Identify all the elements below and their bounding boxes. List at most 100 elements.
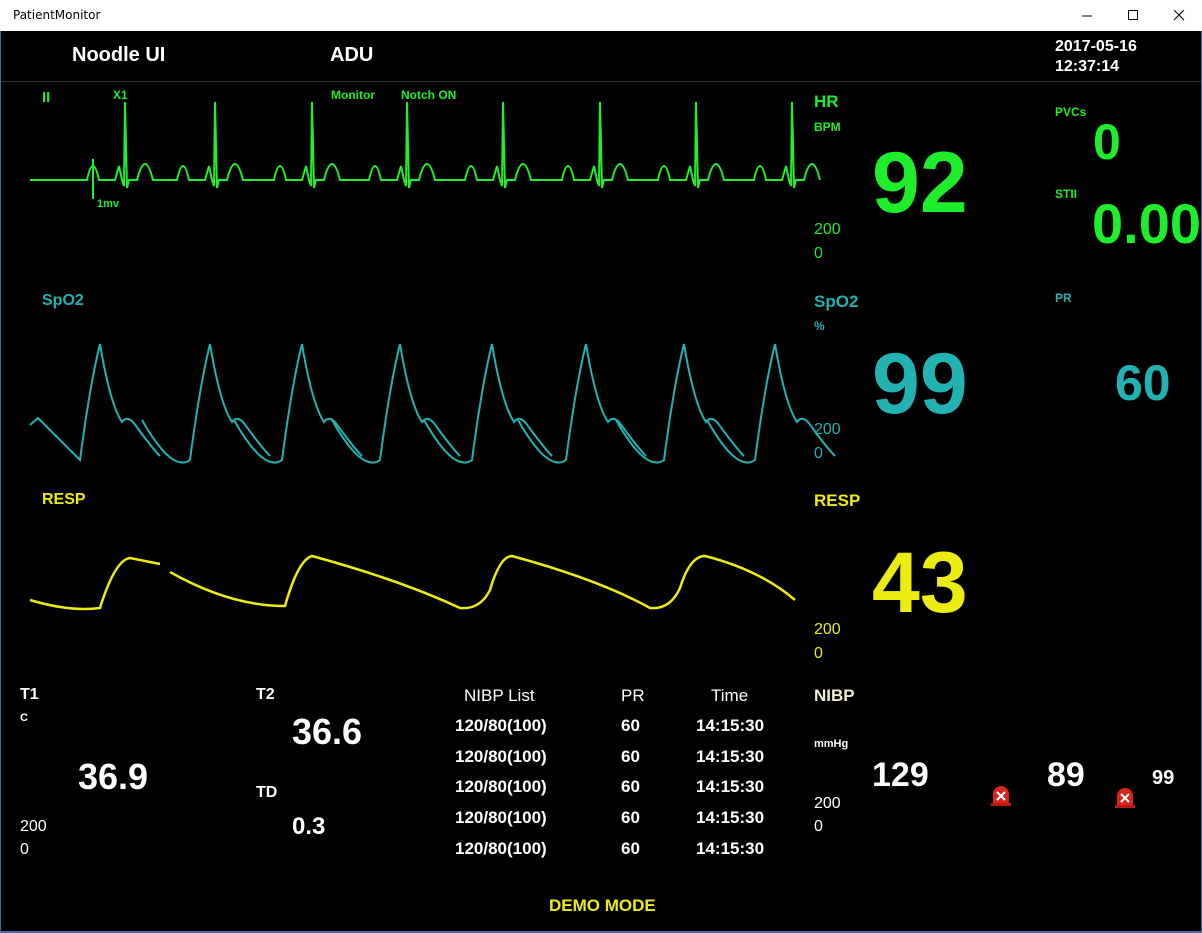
spo2-unit: % [814, 319, 825, 333]
temp-upper-limit: 200 [20, 818, 47, 835]
maximize-icon [1127, 10, 1138, 20]
nibp-list-bp-cell: 120/80(100) [455, 777, 547, 796]
resp-waveform [29, 554, 796, 611]
nibp-list-time-cell: 14:15:30 [696, 777, 765, 796]
nibp-list-time-cell: 14:15:30 [696, 716, 765, 735]
table-row: 60 [621, 747, 640, 767]
spo2-lower-limit: 0 [814, 445, 823, 462]
nibp-list-pr-cell: 60 [621, 777, 640, 796]
window-titlebar: PatientMonitor [0, 0, 1202, 31]
table-row: 14:15:30 [696, 808, 764, 828]
nibp-lower-limit: 0 [814, 818, 823, 835]
table-row: 60 [621, 716, 640, 736]
nibp-list-header: NIBP List [464, 686, 535, 705]
minimize-button[interactable] [1064, 0, 1110, 31]
table-row: 120/80(100) [455, 808, 547, 828]
hr-upper-limit: 200 [814, 221, 841, 238]
ecg-scale-label: 1mv [97, 198, 120, 210]
table-row: 120/80(100) [455, 747, 547, 767]
nibp-list-time-header: Time [711, 686, 749, 705]
alarm-off-icon[interactable] [990, 784, 1012, 806]
alarm-off-icon[interactable] [1114, 786, 1136, 808]
window-border-left [0, 31, 1, 932]
hr-lower-limit: 0 [814, 245, 823, 262]
brand-label: Noodle UI [72, 44, 166, 66]
nibp-list-bp-cell: 120/80(100) [455, 839, 547, 858]
table-row: 120/80(100) [455, 777, 547, 797]
t2-value: 36.6 [292, 711, 363, 752]
ecg-notch-label[interactable]: Notch ON [401, 88, 457, 102]
table-row: 14:15:30 [696, 839, 764, 859]
close-button[interactable] [1156, 0, 1202, 31]
resp-label[interactable]: RESP [814, 491, 861, 510]
date-display: 2017-05-16 [1055, 38, 1137, 55]
table-row: 14:15:30 [696, 777, 764, 797]
maximize-button[interactable] [1110, 0, 1156, 31]
close-icon [1173, 10, 1184, 21]
table-row: 14:15:30 [696, 716, 764, 736]
ecg-trace [30, 101, 821, 189]
ecg-gain-label[interactable]: X1 [113, 88, 128, 102]
nibp-mean-value: 99 [1152, 767, 1175, 789]
nibp-list-pr-cell: 60 [621, 808, 640, 827]
spo2-value: 99 [872, 336, 968, 432]
pr-value: 60 [1115, 355, 1171, 411]
pvcs-label: PVCs [1055, 105, 1087, 119]
hr-unit: BPM [814, 120, 841, 134]
st-value: 0.00 [1092, 192, 1201, 255]
t2-label: T2 [256, 686, 275, 703]
window-border-bottom [0, 931, 1202, 933]
pvcs-value: 0 [1093, 114, 1121, 170]
spo2-trace [29, 343, 836, 464]
table-row: 14:15:30 [696, 747, 764, 767]
t1-label[interactable]: T1 [20, 686, 39, 703]
nibp-list-bp-cell: 120/80(100) [455, 808, 547, 827]
resp-value: 43 [872, 535, 968, 631]
table-row: 60 [621, 839, 640, 859]
nibp-list-pr-cell: 60 [621, 716, 640, 735]
window-title: PatientMonitor [13, 8, 101, 22]
resp-trace [29, 554, 796, 611]
td-value: 0.3 [292, 813, 326, 840]
spo2-label[interactable]: SpO2 [814, 292, 859, 311]
nibp-list-bp-cell: 120/80(100) [455, 747, 547, 766]
resp-lower-limit: 0 [814, 645, 823, 662]
demo-mode-label: DEMO MODE [549, 896, 656, 915]
minimize-icon [1081, 15, 1092, 17]
t1-value: 36.9 [78, 756, 149, 797]
pr-label: PR [1055, 291, 1072, 305]
nibp-list-pr-cell: 60 [621, 839, 640, 858]
table-row: 120/80(100) [455, 716, 547, 736]
nibp-unit: mmHg [814, 738, 849, 750]
header-divider [1, 81, 1201, 82]
ecg-mode-label[interactable]: Monitor [331, 88, 375, 102]
st-label: STII [1055, 187, 1078, 201]
time-display: 12:37:14 [1055, 58, 1120, 75]
temp-lower-limit: 0 [20, 841, 29, 858]
nibp-label[interactable]: NIBP [814, 686, 855, 705]
nibp-systolic-value: 129 [872, 756, 929, 794]
nibp-list-time-cell: 14:15:30 [696, 747, 765, 766]
nibp-list-pr-cell: 60 [621, 747, 640, 766]
table-row: 120/80(100) [455, 839, 547, 859]
resp-wave-label[interactable]: RESP [42, 491, 86, 508]
hr-label[interactable]: HR [814, 92, 839, 111]
table-row: 60 [621, 808, 640, 828]
temp-unit: C [20, 712, 28, 724]
td-label: TD [256, 784, 278, 801]
ecg-lead-label[interactable]: II [42, 89, 51, 106]
nibp-list-pr-header: PR [621, 686, 645, 705]
hr-value: 92 [872, 135, 968, 231]
nibp-list-bp-cell: 120/80(100) [455, 716, 547, 735]
spo2-upper-limit: 200 [814, 421, 841, 438]
spo2-waveform [29, 343, 836, 464]
spo2-wave-label[interactable]: SpO2 [42, 292, 84, 309]
ecg-waveform [30, 101, 821, 199]
nibp-list-time-cell: 14:15:30 [696, 808, 765, 827]
nibp-list-time-cell: 14:15:30 [696, 839, 765, 858]
table-row: 60 [621, 777, 640, 797]
nibp-diastolic-value: 89 [1047, 756, 1085, 794]
resp-upper-limit: 200 [814, 621, 841, 638]
patient-type-label[interactable]: ADU [330, 44, 374, 66]
nibp-upper-limit: 200 [814, 795, 841, 812]
